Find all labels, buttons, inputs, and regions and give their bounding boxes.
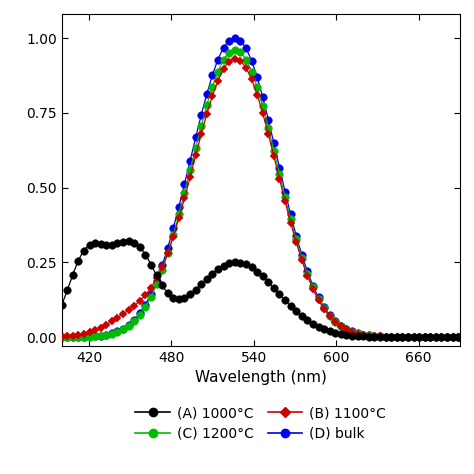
X-axis label: Wavelength (nm): Wavelength (nm) — [195, 371, 327, 385]
Legend: (A) 1000°C, (C) 1200°C, (B) 1100°C, (D) bulk: (A) 1000°C, (C) 1200°C, (B) 1100°C, (D) … — [135, 406, 386, 441]
